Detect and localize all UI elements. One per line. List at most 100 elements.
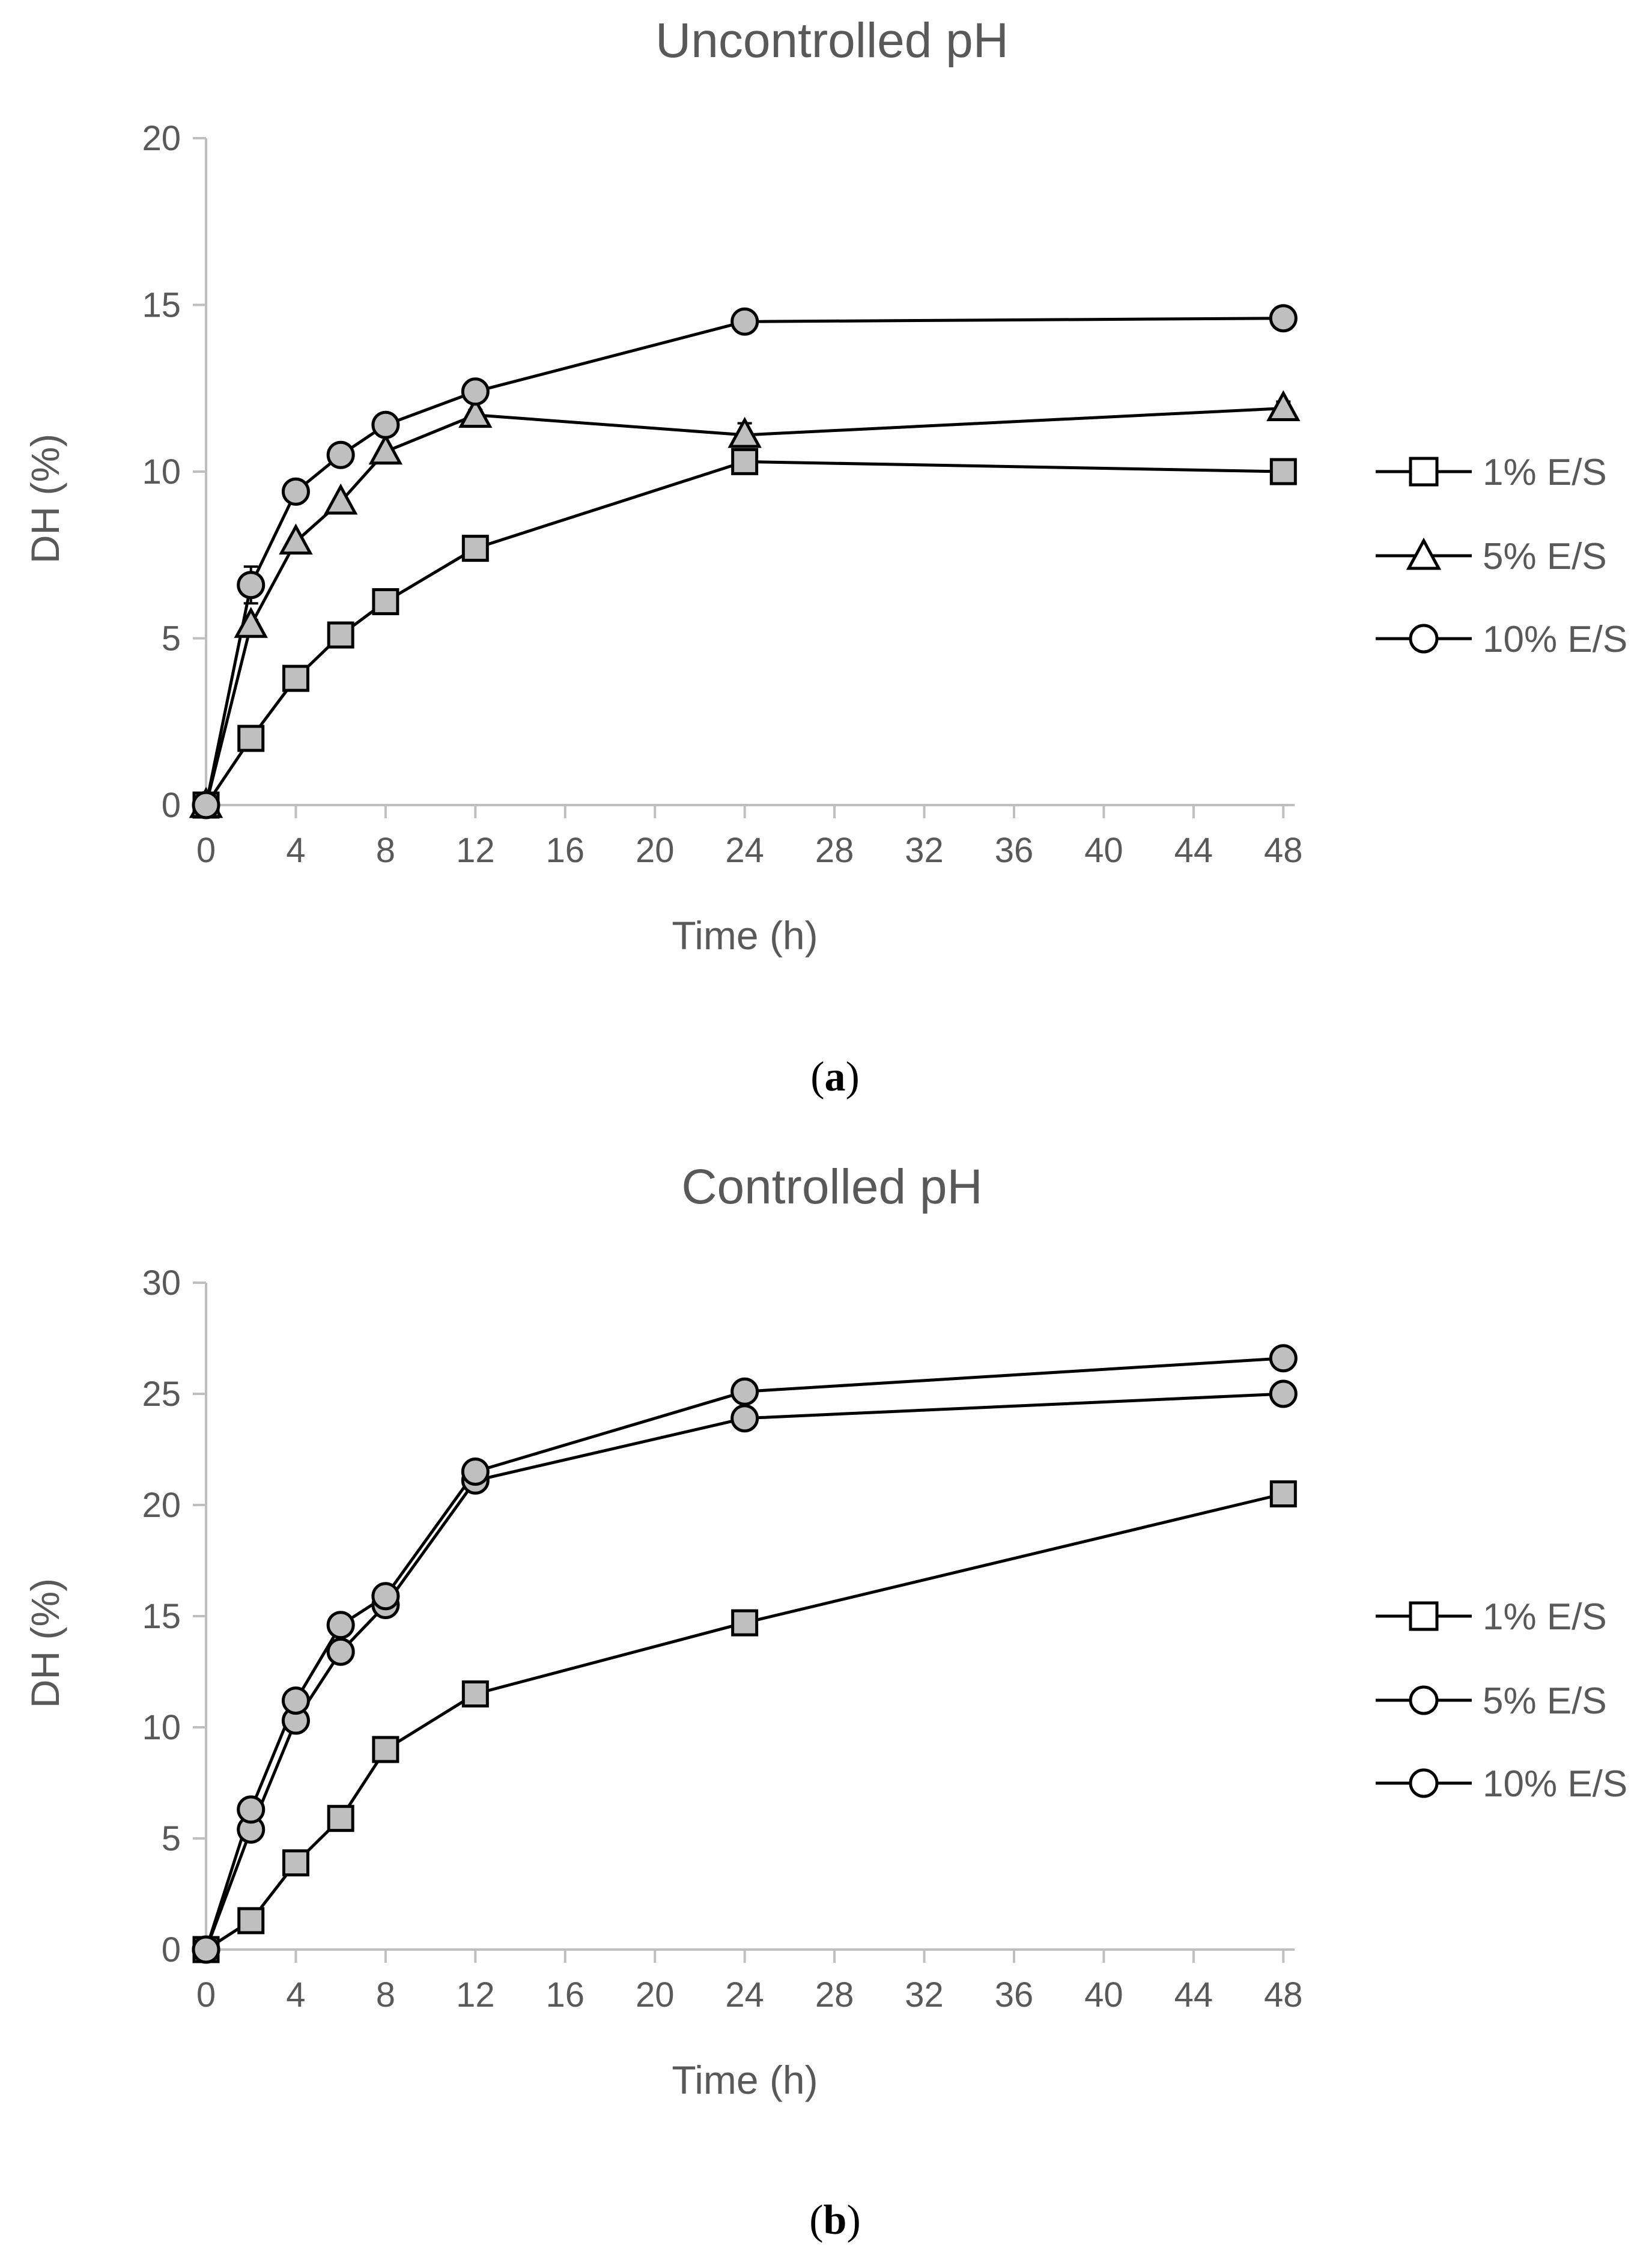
chart-b-point-1pct-e-s [282,1849,309,1877]
chart-a-series-lines [204,317,1284,806]
chart-a-point-10pct-e-s [1269,304,1298,333]
chart-a-y-axis-label: DH (%) [23,434,67,564]
chart-b-legend-item-5pct: 5% E/S [1376,1680,1607,1722]
chart-a-point-10pct-e-s [371,410,400,439]
chart-b-x-tick-label: 20 [636,1975,675,2014]
chart-a-point-5pct-e-s [323,483,358,515]
chart-b-point-1pct-e-s [327,1805,354,1832]
legend-square-marker [1409,1601,1439,1631]
chart-b-x-tick-label: 32 [905,1975,944,2014]
chart-a-caption: (a) [810,1054,860,1100]
chart-b-legend-item-1pct: 1% E/S [1376,1596,1607,1638]
chart-a-point-5pct-e-s [458,397,493,428]
chart-b-point-10pct-e-s [461,1458,490,1486]
chart-b-legend-label-1: 1% E/S [1483,1596,1607,1638]
chart-b-error-bars [243,1354,1291,1924]
chart-a-legend-item-10pct: 10% E/S [1376,619,1627,660]
chart-a-x-tick-label: 40 [1084,831,1123,870]
chart-a-series-line-10pct-e-s [204,317,1284,806]
chart-a-title: Uncontrolled pH [655,13,1009,68]
chart-a-x-tick-label: 0 [196,831,216,870]
chart-a-legend-label-2: 5% E/S [1483,536,1607,577]
chart-a-y-tick-label: 5 [162,619,181,658]
chart-a-x-tick-label: 12 [456,831,495,870]
chart-b-series-line-10pct-e-s [204,1357,1284,1950]
chart-a-point-5pct-e-s [1266,390,1301,422]
chart-b-y-tick-label: 10 [142,1708,181,1747]
chart-a-legend-label-3: 10% E/S [1483,619,1627,660]
chart-a-x-tick-label: 24 [725,831,764,870]
chart-b-x-tick-label: 16 [546,1975,585,2014]
chart-a-x-tick-label: 16 [546,831,585,870]
chart-b-legend: 1% E/S 5% E/S 10% E/S [1376,1596,1627,1805]
chart-b-y-tick-label: 20 [142,1486,181,1525]
chart-b-point-1pct-e-s [1269,1480,1297,1507]
chart-a-caption-letter: a [825,1054,846,1100]
chart-a-x-axis-label: Time (h) [672,913,818,958]
chart-b-point-5pct-e-s [730,1404,759,1433]
chart-b-x-axis-label: Time (h) [672,2058,818,2102]
chart-b-series-line-1pct-e-s [205,1492,1284,1951]
chart-a-point-1pct-e-s [1269,458,1297,485]
chart-b-point-10pct-e-s [730,1377,759,1406]
chart-b-point-1pct-e-s [372,1736,399,1763]
chart-a-x-tick-label: 32 [905,831,944,870]
chart-b-point-10pct-e-s [371,1582,400,1611]
chart-b-caption-letter: b [824,2197,847,2243]
chart-b-y-tick-label: 15 [142,1597,181,1636]
chart-a-error-bars [243,314,1291,743]
chart-a-y-tick-label: 0 [162,786,181,825]
chart-a-point-1pct-e-s [461,535,489,562]
chart-b-x-tick-label: 4 [286,1975,305,2014]
chart-a-point-10pct-e-s [237,571,266,600]
chart-b-point-10pct-e-s [326,1611,355,1640]
chart-a-point-10pct-e-s [461,377,490,406]
chart-a-x-tick-label: 48 [1264,831,1303,870]
chart-b-x-tick-label: 48 [1264,1975,1303,2014]
chart-a-y-tick-label: 20 [142,119,181,158]
chart-b-axes [193,1281,1295,1963]
chart-b-x-tick-label: 24 [725,1975,764,2014]
chart-a-x-tick-label: 20 [636,831,675,870]
chart-b-point-10pct-e-s [192,1935,220,1964]
chart-a-point-1pct-e-s [372,588,399,615]
chart-b-series-lines [204,1357,1284,1951]
chart-a-point-10pct-e-s [326,440,355,469]
chart-b-point-10pct-e-s [281,1686,310,1715]
chart-a-point-10pct-e-s [281,477,310,506]
chart-b-x-tick-label: 28 [815,1975,854,2014]
chart-b-series-line-5pct-e-s [204,1392,1284,1950]
chart-a-legend-item-5pct: 5% E/S [1376,536,1607,577]
chart-a-point-5pct-e-s [368,433,403,465]
chart-a-series-line-1pct-e-s [204,460,1284,806]
chart-a-legend-label-1: 1% E/S [1483,452,1607,493]
chart-a-x-tick-label: 4 [286,831,305,870]
chart-b-legend-label-2: 5% E/S [1483,1680,1607,1722]
legend-circle-marker [1409,624,1439,654]
chart-b-title: Controlled pH [681,1160,982,1214]
chart-b-y-tick-label: 5 [162,1819,181,1858]
legend-circle-marker [1409,1685,1439,1715]
chart-b-point-1pct-e-s [731,1609,759,1637]
chart-b-data-points [192,1344,1298,1964]
chart-a-y-tick-label: 15 [142,286,181,325]
chart-a-series-line-5pct-e-s [204,407,1284,806]
chart-b-y-tick-label: 25 [142,1375,181,1414]
legend-circle-marker [1409,1768,1439,1798]
chart-b-y-tick-label: 30 [142,1263,181,1303]
chart-a-data-points [189,304,1301,819]
legend-square-marker [1409,457,1439,487]
chart-b-point-10pct-e-s [237,1795,266,1824]
chart-b-point-5pct-e-s [326,1637,355,1666]
chart-b-x-tick-label: 40 [1084,1975,1123,2014]
chart-a-point-5pct-e-s [234,607,268,638]
chart-b-y-axis-label: DH (%) [23,1578,67,1708]
chart-a-y-tick-label: 10 [142,452,181,491]
chart-b-point-1pct-e-s [237,1907,265,1935]
chart-b-point-10pct-e-s [1269,1344,1298,1373]
chart-a-point-1pct-e-s [731,448,759,475]
legend-triangle-marker [1406,537,1442,570]
